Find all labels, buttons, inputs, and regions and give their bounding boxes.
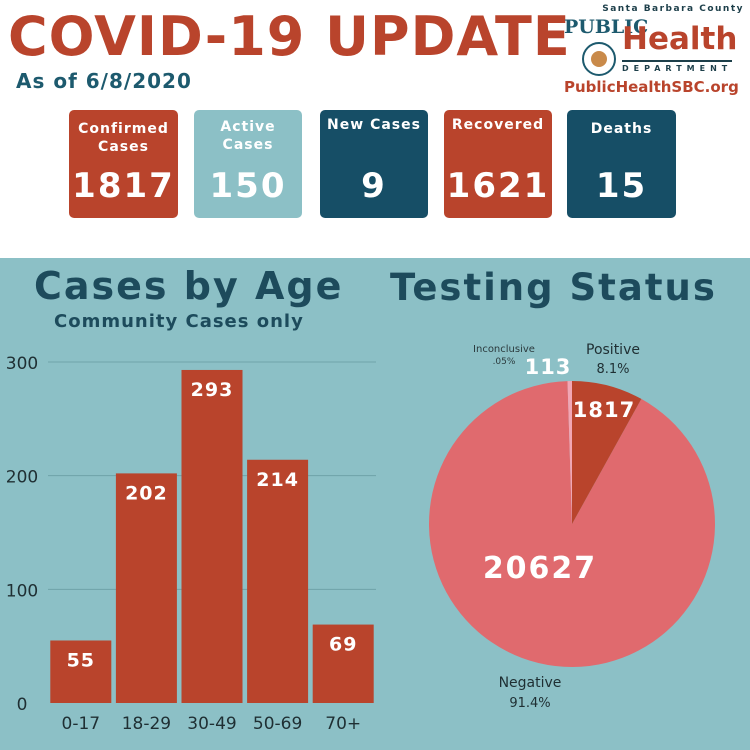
pie-percent-label: 8.1%: [596, 362, 629, 377]
pie-category-label: Positive: [586, 342, 640, 358]
bar: [181, 369, 243, 703]
cases-by-age-bar-chart: 0 100 200 300 55 0-17 202 18-29 293 30-49 214 50-69…: [6, 354, 376, 734]
bar-value-label: 202: [125, 482, 168, 504]
bar-value-label: 293: [191, 379, 234, 401]
x-tick-label: 18-29: [122, 714, 171, 734]
county-seal-icon: [582, 42, 616, 76]
card-label: Recovered: [451, 117, 545, 133]
y-tick-label: 100: [6, 581, 38, 601]
card-label: Active Cases: [220, 119, 276, 153]
logo-health-text: Health: [622, 21, 738, 57]
age-chart-title: Cases by Age: [34, 264, 344, 308]
age-chart-subtitle: Community Cases only: [54, 311, 304, 332]
logo-department-text: DEPARTMENT: [622, 60, 733, 73]
card-value: 150: [209, 166, 287, 206]
pie-category-label: Inconclusive: [473, 344, 535, 355]
card-value: 15: [595, 166, 648, 206]
bar: [312, 624, 374, 703]
bar-value-label: 69: [329, 634, 357, 656]
y-tick-label: 300: [6, 354, 38, 374]
card-value: 9: [361, 166, 387, 206]
deaths-card: Deaths 15: [567, 110, 676, 218]
logo-county-text: Santa Barbara County: [602, 4, 744, 14]
pie-percent-label: 91.4%: [509, 696, 550, 711]
x-tick-label: 30-49: [187, 714, 236, 734]
pie-slice-negative: [429, 381, 715, 667]
x-tick-label: 0-17: [62, 714, 101, 734]
pie-slice-positive: [572, 381, 642, 524]
pie-value-label: 113: [525, 355, 572, 379]
card-value: 1817: [72, 166, 175, 206]
x-tick-label: 50-69: [253, 714, 302, 734]
pie-category-label: Negative: [499, 675, 562, 691]
card-label: New Cases: [327, 117, 421, 133]
active-cases-card: Active Cases 150: [194, 110, 302, 218]
bar: [247, 459, 309, 703]
pie-slice-inconclusive: [567, 381, 572, 524]
pie-value-label: 20627: [483, 551, 597, 586]
testing-chart-title: Testing Status: [390, 266, 717, 309]
bar-value-label: 55: [67, 649, 95, 671]
bar-value-label: 214: [256, 469, 299, 491]
health-department-logo: Santa Barbara County PUBLIC Health DEPAR…: [558, 4, 744, 104]
x-tick-label: 70+: [325, 714, 361, 734]
new-cases-card: New Cases 9: [320, 110, 428, 218]
pie-percent-label: .05%: [493, 357, 516, 367]
y-tick-label: 200: [6, 468, 38, 488]
logo-public-text: PUBLIC: [564, 16, 649, 38]
recovered-card: Recovered 1621: [444, 110, 552, 218]
y-tick-label: 0: [17, 695, 28, 715]
card-label: Confirmed Cases: [78, 121, 169, 155]
bar: [50, 640, 112, 703]
pie-value-label: 1817: [573, 398, 635, 422]
card-value: 1621: [446, 166, 550, 206]
page-title: COVID-19 UPDATE: [8, 5, 571, 68]
website-url: PublicHealthSBC.org: [564, 78, 739, 96]
card-label: Deaths: [590, 121, 653, 137]
bar: [115, 473, 177, 703]
confirmed-cases-card: Confirmed Cases 1817: [69, 110, 178, 218]
as-of-date: As of 6/8/2020: [16, 69, 192, 93]
